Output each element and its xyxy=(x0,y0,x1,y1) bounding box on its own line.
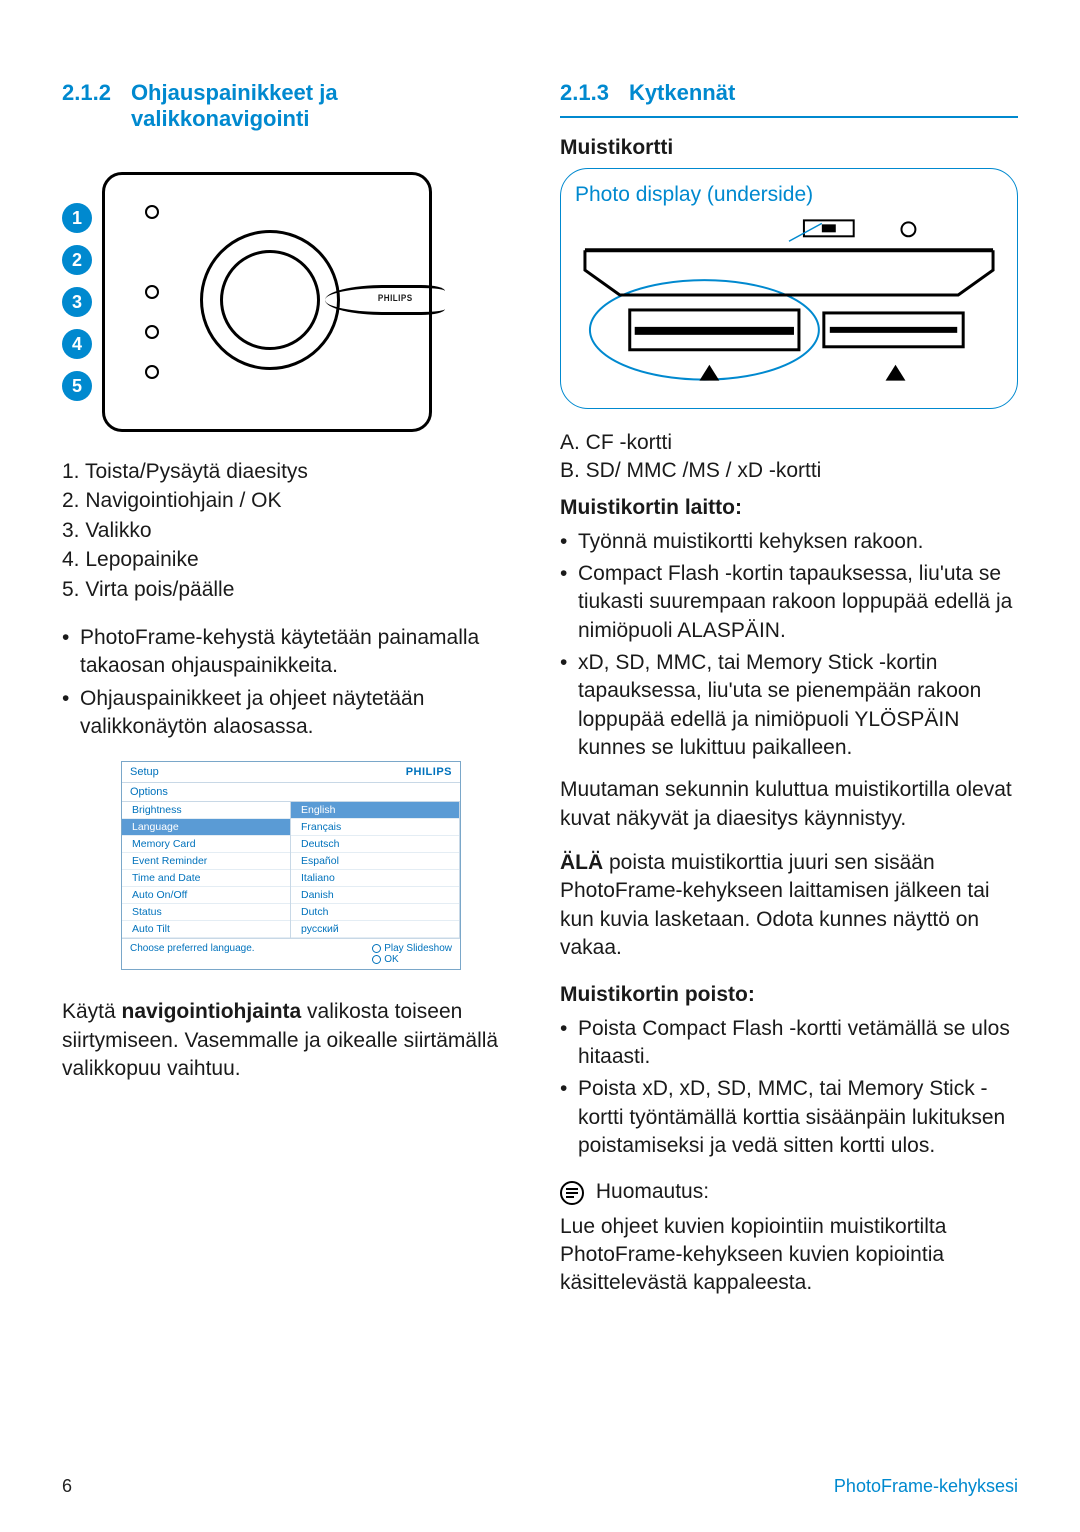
section-title: Kytkennät xyxy=(629,80,735,106)
device-outline-drawing: PHILIPS xyxy=(102,172,432,432)
section-number: 2.1.3 xyxy=(560,80,609,106)
bullet-item: Poista Compact Flash -kortti vetämällä s… xyxy=(560,1015,1018,1072)
legend-item: Lepopainike xyxy=(62,545,520,574)
subheading-memory-card: Muistikortti xyxy=(560,136,1018,160)
bullet-item: Compact Flash -kortin tapauksessa, liu'u… xyxy=(560,560,1018,645)
menu-subtitle: Options xyxy=(122,783,460,802)
menu-item: Français xyxy=(291,819,459,836)
menu-footer-left: Choose preferred language. xyxy=(130,943,255,965)
nav-dot-icon xyxy=(372,944,381,953)
menu-item: Event Reminder xyxy=(122,853,290,870)
device-brand-label: PHILIPS xyxy=(378,293,413,303)
bullet-item: Työnnä muistikortti kehyksen rakoon. xyxy=(560,528,1018,556)
underside-figure: Photo display (underside) xyxy=(560,168,1018,409)
menu-col-1: Brightness Language Memory Card Event Re… xyxy=(122,802,291,938)
menu-item: Time and Date xyxy=(122,870,290,887)
menu-item: Auto Tilt xyxy=(122,921,290,938)
menu-title: Setup xyxy=(130,766,159,778)
bullet-item: xD, SD, MMC, tai Memory Stick -kortin ta… xyxy=(560,649,1018,762)
callout-2: 2 xyxy=(62,245,92,275)
control-legend: Toista/Pysäytä diaesitys Navigointiohjai… xyxy=(62,457,520,604)
subheading-insert: Muistikortin laitto: xyxy=(560,496,1018,520)
legend-item: Valikko xyxy=(62,516,520,545)
page-number: 6 xyxy=(62,1476,72,1497)
menu-item: Deutsch xyxy=(291,836,459,853)
section-heading-right: 2.1.3 Kytkennät xyxy=(560,80,1018,106)
chapter-name: PhotoFrame-kehyksesi xyxy=(834,1476,1018,1497)
menu-item: Memory Card xyxy=(122,836,290,853)
insert-bullets: Työnnä muistikortti kehyksen rakoon. Com… xyxy=(560,528,1018,763)
bullet-item: Ohjauspainikkeet ja ohjeet näytetään val… xyxy=(62,685,520,742)
menu-brand: PHILIPS xyxy=(406,766,452,778)
menu-item: Auto On/Off xyxy=(122,887,290,904)
menu-item: Brightness xyxy=(122,802,290,819)
menu-item: Dutch xyxy=(291,904,459,921)
para-after-insert: Muutaman sekunnin kuluttua muistikortill… xyxy=(560,776,1018,833)
legend-item: Toista/Pysäytä diaesitys xyxy=(62,457,520,486)
device-rear-figure: 1 2 3 4 5 PHILIPS xyxy=(62,172,520,432)
menu-item-selected: English xyxy=(291,802,459,819)
menu-col-2: English Français Deutsch Español Italian… xyxy=(291,802,460,938)
menu-item-selected: Language xyxy=(122,819,290,836)
callout-3: 3 xyxy=(62,287,92,317)
nav-dot-icon xyxy=(372,955,381,964)
callout-5: 5 xyxy=(62,371,92,401)
note-paragraph: Lue ohjeet kuvien kopiointiin muistikort… xyxy=(560,1213,1018,1298)
subheading-remove: Muistikortin poisto: xyxy=(560,983,1018,1007)
setup-menu-screenshot: Setup PHILIPS Options Brightness Languag… xyxy=(121,761,461,970)
section-heading-left: 2.1.2 Ohjauspainikkeet ja valikkonavigoi… xyxy=(62,80,520,132)
menu-item: Danish xyxy=(291,887,459,904)
note-icon xyxy=(560,1181,584,1205)
figure-caption: Photo display (underside) xyxy=(575,183,1003,207)
note-heading: Huomautus: xyxy=(560,1178,1018,1206)
section-divider xyxy=(560,116,1018,118)
section-title: Ohjauspainikkeet ja valikkonavigointi xyxy=(131,80,520,132)
para-warning: ÄLÄ poista muistikorttia juuri sen sisää… xyxy=(560,849,1018,962)
legend-item: Navigointiohjain / OK xyxy=(62,486,520,515)
menu-item: Status xyxy=(122,904,290,921)
menu-item: Italiano xyxy=(291,870,459,887)
remove-bullets: Poista Compact Flash -kortti vetämällä s… xyxy=(560,1015,1018,1161)
bullet-item: PhotoFrame-kehystä käytetään painamalla … xyxy=(62,624,520,681)
bullet-item: Poista xD, xD, SD, MMC, tai Memory Stick… xyxy=(560,1075,1018,1160)
menu-item: русский xyxy=(291,921,459,938)
usage-bullets: PhotoFrame-kehystä käytetään painamalla … xyxy=(62,624,520,741)
menu-footer-action: Play Slideshow xyxy=(384,943,452,954)
nav-paragraph: Käytä navigointiohjainta valikosta toise… xyxy=(62,998,520,1083)
callout-4: 4 xyxy=(62,329,92,359)
callout-1: 1 xyxy=(62,203,92,233)
card-types: A. CF -kortti B. SD/ MMC /MS / xD -kortt… xyxy=(560,429,1018,486)
underside-svg xyxy=(575,215,1003,385)
legend-item: Virta pois/päälle xyxy=(62,575,520,604)
page-footer: 6 PhotoFrame-kehyksesi xyxy=(62,1476,1018,1497)
section-number: 2.1.2 xyxy=(62,80,111,132)
menu-footer-action: OK xyxy=(384,954,398,965)
menu-item: Español xyxy=(291,853,459,870)
